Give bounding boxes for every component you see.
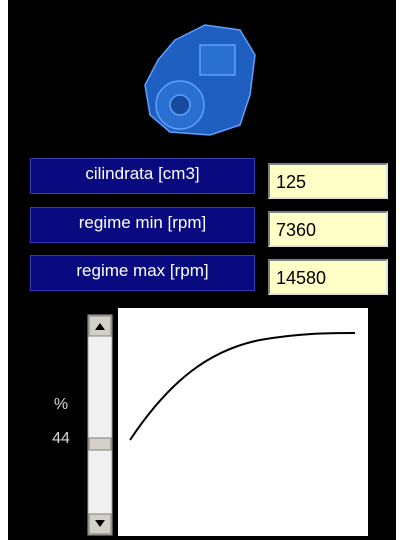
engine-image [144, 24, 256, 136]
scroll-value: 44 [52, 430, 70, 447]
plot-area [118, 308, 368, 536]
field-label: cilindrata [cm3] [30, 158, 255, 194]
curve [129, 332, 356, 441]
field-label: regime min [rpm] [30, 207, 255, 243]
field-input[interactable]: 7360 [268, 211, 388, 247]
field-label: regime max [rpm] [30, 255, 255, 291]
unit-label: % [53, 396, 69, 413]
field-input[interactable]: 125 [268, 163, 388, 199]
field-input[interactable]: 14580 [268, 259, 388, 295]
scrollbar[interactable] [87, 314, 113, 536]
